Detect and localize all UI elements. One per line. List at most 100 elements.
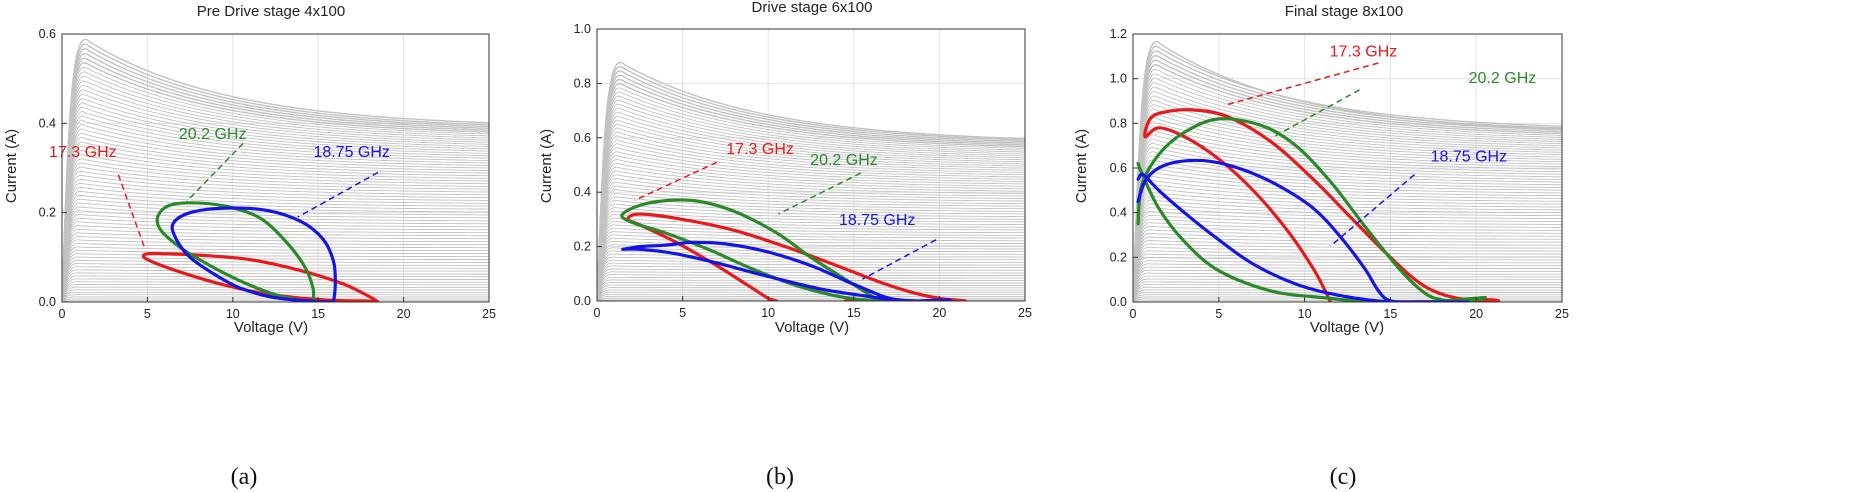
iv-curve: [62, 162, 489, 302]
load-line-18-75-ghz: [621, 240, 952, 301]
iv-curve: [597, 162, 1025, 301]
y-axis-label: Current (A): [3, 129, 20, 203]
iv-curve: [597, 115, 1025, 301]
iv-curve: [597, 70, 1025, 301]
iv-curve: [62, 289, 489, 302]
iv-curve: [1133, 99, 1562, 302]
iv-curve: [597, 158, 1025, 301]
x-tick-label: 25: [1555, 307, 1569, 321]
iv-curve: [597, 155, 1025, 301]
iv-curve: [62, 269, 489, 302]
iv-curve: [597, 166, 1025, 301]
iv-curve: [1133, 250, 1562, 302]
annotation-label: 18.75 GHz: [1431, 148, 1507, 165]
panel-drive-stage: Drive stage 6x100 Voltage (V) Current (A…: [538, 0, 1032, 490]
annotation-label: 20.2 GHz: [810, 152, 878, 169]
y-tick-label: 0.0: [1110, 295, 1127, 309]
iv-curve: [1133, 147, 1562, 302]
load-line-17-3-ghz: [1143, 108, 1501, 302]
x-tick-label: 20: [932, 306, 946, 320]
iv-curve: [1133, 281, 1562, 302]
annotation-leader: [862, 239, 937, 280]
iv-curve: [62, 272, 489, 302]
x-tick-label: 10: [226, 307, 240, 321]
iv-curve: [1133, 55, 1562, 302]
load-line-20-2-ghz: [155, 201, 316, 302]
iv-curve: [62, 80, 489, 302]
iv-curve: [597, 217, 1025, 301]
iv-curve: [1133, 77, 1562, 302]
y-tick-label: 1.2: [1110, 27, 1127, 41]
iv-curve: [597, 210, 1025, 301]
iv-curve: [62, 232, 489, 302]
iv-curve: [597, 78, 1025, 301]
iv-curve: [597, 74, 1025, 301]
iv-curve: [62, 52, 489, 302]
iv-curve: [1133, 199, 1562, 302]
iv-curve: [597, 259, 1025, 301]
iv-curve: [62, 119, 489, 302]
iv-curve: [1133, 167, 1562, 302]
iv-curve: [597, 170, 1025, 301]
iv-curve: [1133, 184, 1562, 302]
x-tick-label: 15: [1383, 307, 1397, 321]
annotation-leader: [1329, 174, 1415, 247]
iv-curve: [62, 48, 489, 302]
iv-curve: [1133, 263, 1562, 302]
iv-curve: [597, 262, 1025, 301]
x-tick-label: 10: [1298, 307, 1312, 321]
iv-curve: [597, 279, 1025, 301]
iv-curve: [62, 170, 489, 302]
iv-curve: [62, 206, 489, 302]
annotation-leader: [186, 142, 244, 203]
iv-curve: [597, 224, 1025, 301]
panel-pre-drive-stage: Pre Drive stage 4x100 Voltage (V) Curren…: [3, 3, 496, 490]
iv-curve: [62, 191, 489, 302]
iv-curve: [597, 192, 1025, 301]
iv-curve: [1133, 125, 1562, 302]
iv-curve: [62, 253, 489, 302]
iv-curve: [62, 278, 489, 302]
iv-curve: [597, 174, 1025, 301]
y-tick-label: 0.0: [39, 295, 56, 309]
iv-curve: [62, 239, 489, 302]
iv-curve: [1133, 180, 1562, 302]
iv-curve: [1133, 291, 1562, 302]
iv-curve: [62, 158, 489, 302]
iv-curve: [62, 228, 489, 302]
iv-curve: [597, 135, 1025, 301]
y-tick-label: 0.4: [1110, 206, 1127, 220]
iv-curve: [1133, 68, 1562, 302]
iv-curve: [597, 268, 1025, 301]
load-line-18-75-ghz: [1136, 158, 1470, 302]
load-lines: [1136, 108, 1501, 302]
iv-curve: [597, 139, 1025, 301]
annotation-label: 17.3 GHz: [1330, 43, 1398, 60]
annotation-label: 20.2 GHz: [1469, 70, 1537, 87]
iv-curve: [597, 107, 1025, 301]
iv-curve-family: [62, 38, 489, 302]
iv-curve: [62, 291, 489, 302]
y-tick-label: 0.2: [1110, 250, 1127, 264]
plot-frame: [61, 33, 490, 303]
iv-curve: [62, 141, 489, 302]
iv-curve: [597, 200, 1025, 301]
iv-curve: [1133, 142, 1562, 302]
x-tick-label: 5: [144, 307, 151, 321]
x-tick-label: 25: [1018, 306, 1032, 320]
iv-curve: [1133, 266, 1562, 302]
panel-final-stage: Final stage 8x100 Voltage (V) Current (A…: [1073, 3, 1569, 490]
iv-curve: [1133, 59, 1562, 302]
load-line-20-2-ghz: [620, 198, 933, 301]
iv-curve: [597, 123, 1025, 301]
iv-curve: [62, 179, 489, 302]
iv-curve: [62, 198, 489, 302]
iv-curve: [1133, 121, 1562, 302]
y-tick-label: 0.2: [574, 240, 591, 254]
y-tick-label: 0.2: [39, 206, 56, 220]
iv-curve: [1133, 159, 1562, 302]
iv-curve: [1133, 278, 1562, 302]
iv-curve: [1133, 214, 1562, 302]
chart-title: Drive stage 6x100: [752, 0, 873, 16]
iv-curve: [597, 99, 1025, 301]
